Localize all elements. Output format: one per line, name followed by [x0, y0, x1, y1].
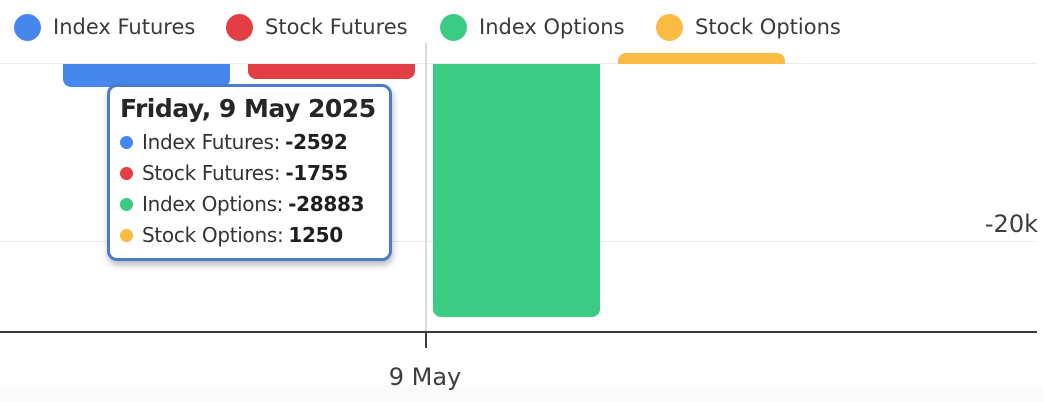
- x-axis-line: [0, 331, 1037, 333]
- tooltip-marker-index-futures-icon: [120, 135, 133, 149]
- tooltip-label-stock-futures: Stock Futures:: [142, 161, 281, 185]
- bottom-band: [0, 385, 1043, 402]
- y-axis-tick-label: -20k: [984, 210, 1038, 238]
- tooltip-value-index-futures: -2592: [285, 130, 348, 154]
- x-axis-tick-label: 9 May: [388, 363, 462, 391]
- tooltip-marker-stock-futures-icon: [120, 166, 133, 180]
- legend-marker-stock-options-icon: [656, 13, 683, 41]
- tooltip-row-index-options: Index Options: -28883: [120, 192, 376, 216]
- tooltip-value-stock-options: 1250: [288, 223, 343, 247]
- legend-item-stock-options[interactable]: Stock Options: [656, 12, 841, 42]
- tooltip-value-index-options: -28883: [288, 192, 365, 216]
- legend-label-stock-futures: Stock Futures: [265, 15, 408, 39]
- tooltip: Friday, 9 May 2025 Index Futures: -2592 S…: [107, 84, 392, 261]
- tooltip-row-stock-futures: Stock Futures: -1755: [120, 161, 376, 185]
- tooltip-marker-index-options-icon: [120, 197, 133, 211]
- legend-marker-index-options-icon: [440, 13, 467, 41]
- tooltip-value-stock-futures: -1755: [285, 161, 348, 185]
- tooltip-marker-stock-options-icon: [120, 228, 133, 242]
- legend-label-index-futures: Index Futures: [53, 15, 196, 39]
- legend-label-index-options: Index Options: [479, 15, 625, 39]
- bar-index-futures[interactable]: [63, 64, 230, 87]
- tooltip-title: Friday, 9 May 2025: [120, 94, 376, 123]
- legend: Index Futures Stock Futures Index Option…: [0, 0, 1043, 54]
- legend-label-stock-options: Stock Options: [695, 15, 841, 39]
- gridline-zero: [0, 63, 1037, 64]
- bar-stock-options[interactable]: [618, 53, 785, 64]
- bar-index-options[interactable]: [433, 64, 600, 317]
- legend-item-index-options[interactable]: Index Options: [440, 12, 625, 42]
- tooltip-label-stock-options: Stock Options:: [142, 223, 284, 247]
- tooltip-row-index-futures: Index Futures: -2592: [120, 130, 376, 154]
- tooltip-label-index-futures: Index Futures:: [142, 130, 281, 154]
- legend-item-index-futures[interactable]: Index Futures: [14, 12, 195, 42]
- legend-item-stock-futures[interactable]: Stock Futures: [226, 12, 408, 42]
- bar-stock-futures[interactable]: [248, 64, 415, 79]
- x-axis-tick: [425, 333, 427, 348]
- crosshair-line: [425, 43, 427, 332]
- tooltip-label-index-options: Index Options:: [142, 192, 284, 216]
- legend-marker-index-futures-icon: [14, 13, 41, 41]
- legend-marker-stock-futures-icon: [226, 13, 253, 41]
- tooltip-row-stock-options: Stock Options: 1250: [120, 223, 376, 247]
